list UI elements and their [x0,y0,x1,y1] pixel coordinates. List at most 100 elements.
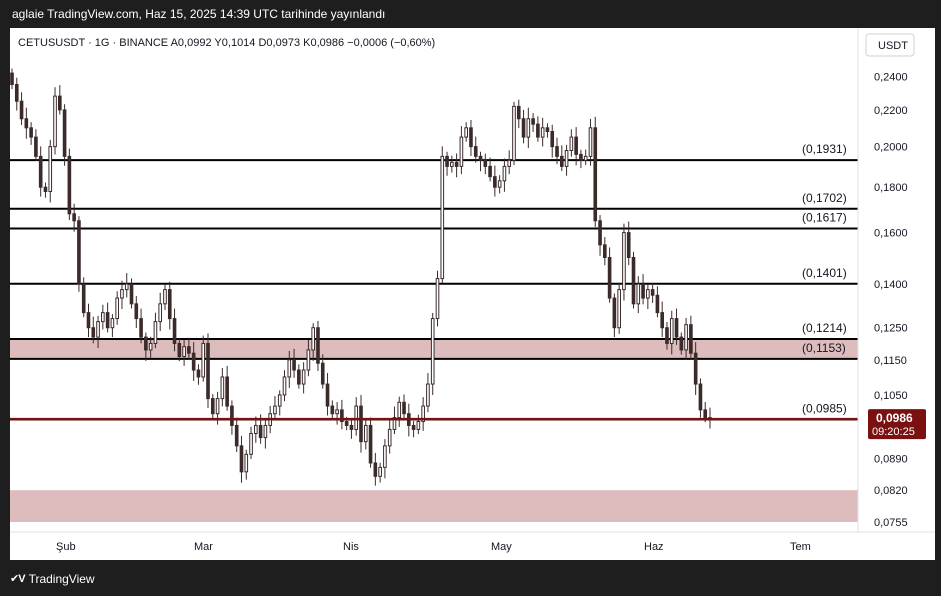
candle [402,394,406,420]
candle [96,315,100,349]
candle [316,320,320,372]
candle [48,139,53,203]
candle [636,276,641,314]
candle [473,136,478,163]
candle [277,390,282,416]
candle [564,144,569,176]
y-tick-label: 0,1150 [874,355,907,367]
candle [139,308,143,344]
publish-caption: aglaie TradingView.com, Haz 15, 2025 14:… [12,7,386,21]
candle [19,92,24,125]
price-axis: 0,2400 0,2200 0,2000 0,1800 0,1600 0,1400 0,12… [874,71,908,529]
y-tick-label: 0,1050 [874,390,908,402]
candle [426,372,430,413]
candle [124,272,129,298]
y-tick-label: 0,1400 [874,279,908,291]
candle [440,146,445,284]
candle [196,364,201,385]
candles-layer [10,68,712,486]
candle [191,342,196,381]
candle [177,338,182,362]
candle [244,449,249,480]
candle [502,158,507,192]
candle [612,293,617,338]
candle [239,435,244,483]
y-tick-label: 0,0820 [874,485,908,497]
candle [373,452,378,486]
candle [311,323,316,361]
candle [24,107,29,139]
currency-badge[interactable] [865,33,915,57]
y-tick-label: 0,1600 [874,228,908,240]
candle [650,282,655,304]
level-label: (0,1931) [802,142,847,156]
candle [340,399,344,430]
candle [622,223,626,301]
tradingview-logo-icon: ✔V [10,573,26,585]
candle [363,419,368,450]
y-tick-label: 0,0890 [874,454,908,466]
candle [598,215,602,256]
candle [167,281,172,330]
candle [536,116,540,142]
candle [81,277,86,318]
candle [411,420,416,438]
candle [660,301,665,338]
candle [57,85,62,115]
candle [297,364,301,389]
x-tick-label: Haz [644,541,664,553]
candle [493,165,497,197]
x-tick-label: Mar [194,541,213,553]
candle [225,365,229,411]
candle [574,127,578,166]
candle [669,310,674,355]
candle [14,77,19,111]
chart-panel[interactable]: (0,1931) (0,1702) (0,1617) (0,1401) (0,1214)… [10,28,935,560]
candle [512,101,516,165]
candle [526,107,531,149]
level-label: (0,1401) [802,266,847,280]
candle [129,278,134,309]
candle [249,426,253,459]
candle [679,332,684,355]
candle [220,368,225,407]
candle [655,286,660,318]
candle [684,317,688,360]
price-chart[interactable]: (0,1931) (0,1702) (0,1617) (0,1401) (0,1214)… [10,28,935,560]
candle [230,400,234,435]
candle [631,251,636,309]
candle [387,420,392,454]
candle [187,337,191,360]
level-label: (0,1617) [802,211,847,225]
candle [254,416,258,443]
candle [101,304,105,330]
candle [282,370,287,402]
candle [516,99,521,129]
candle [292,348,296,378]
candle [569,129,574,157]
y-tick-label: 0,2000 [874,142,908,154]
candle [62,104,67,166]
candle [497,175,502,194]
candle [430,312,435,395]
candle [641,274,645,305]
y-tick-label: 0,1800 [874,182,908,194]
candle [182,339,186,366]
candle [617,282,621,334]
candle [29,122,33,145]
symbol-line: CETUSUSDT · 1G · BINANCE A0,0992 Y0,1014… [18,37,435,49]
candle [603,236,607,266]
candle [77,216,81,292]
candle [53,87,57,155]
candle [588,118,593,166]
y-tick-label: 0,2200 [874,105,908,117]
candle [445,151,449,176]
candle [483,153,488,175]
candle [464,122,468,142]
candle [43,182,48,198]
candle [349,418,354,439]
candle [172,308,177,352]
candle [378,462,382,483]
candle [559,145,564,172]
candle [545,123,550,138]
